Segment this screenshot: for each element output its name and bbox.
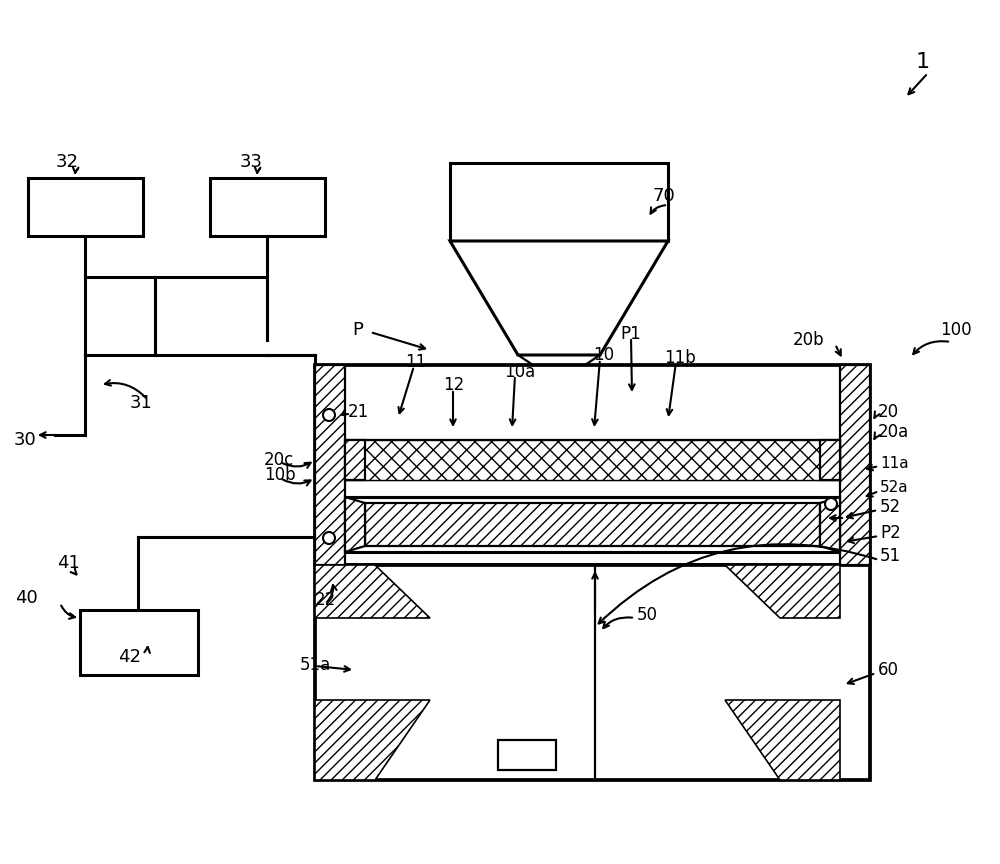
- Polygon shape: [820, 497, 840, 552]
- Text: 10b: 10b: [264, 466, 296, 484]
- Polygon shape: [450, 241, 668, 355]
- Text: 10a: 10a: [504, 363, 535, 381]
- Text: P2: P2: [880, 524, 901, 542]
- Text: 11b: 11b: [664, 349, 696, 367]
- Text: 100: 100: [940, 321, 972, 339]
- Bar: [315, 565, 870, 780]
- Text: 21: 21: [348, 403, 369, 421]
- Polygon shape: [315, 700, 430, 780]
- Text: 60: 60: [878, 661, 899, 679]
- Bar: [210, 178, 325, 236]
- Text: 11: 11: [405, 353, 426, 371]
- Text: 12: 12: [443, 376, 464, 394]
- Text: 20: 20: [878, 403, 899, 421]
- Text: 10: 10: [593, 346, 614, 364]
- Text: 70: 70: [652, 187, 675, 205]
- Bar: [498, 740, 556, 770]
- Text: P: P: [352, 321, 363, 339]
- Bar: [345, 440, 365, 480]
- Text: 22: 22: [315, 591, 336, 609]
- Text: 51a: 51a: [300, 656, 331, 674]
- Bar: [840, 365, 870, 565]
- Text: 20b: 20b: [793, 331, 825, 349]
- Text: 52a: 52a: [880, 480, 909, 495]
- Text: 51: 51: [880, 547, 901, 565]
- Text: 52: 52: [880, 498, 901, 516]
- Text: 40: 40: [15, 589, 38, 607]
- Text: P1: P1: [620, 325, 641, 343]
- Text: 33: 33: [240, 153, 263, 171]
- Text: 50: 50: [637, 606, 658, 624]
- Text: 32: 32: [56, 153, 79, 171]
- Bar: [345, 440, 840, 480]
- Polygon shape: [725, 565, 840, 618]
- Text: 1: 1: [916, 52, 930, 72]
- Text: 41: 41: [57, 554, 80, 572]
- Bar: [365, 503, 820, 546]
- Text: 31: 31: [130, 394, 153, 412]
- Text: 11a: 11a: [880, 455, 909, 471]
- Polygon shape: [725, 700, 840, 780]
- Text: 20a: 20a: [878, 423, 909, 441]
- Polygon shape: [345, 497, 365, 552]
- Polygon shape: [315, 565, 430, 618]
- Text: 42: 42: [118, 648, 141, 666]
- Bar: [450, 163, 668, 241]
- Text: 30: 30: [14, 431, 37, 449]
- Bar: [315, 365, 345, 565]
- Bar: [315, 365, 870, 565]
- Bar: [80, 610, 198, 675]
- Bar: [820, 440, 840, 480]
- Bar: [28, 178, 143, 236]
- Circle shape: [323, 532, 335, 544]
- Text: 20c: 20c: [264, 451, 294, 469]
- Circle shape: [825, 498, 837, 510]
- Circle shape: [323, 409, 335, 421]
